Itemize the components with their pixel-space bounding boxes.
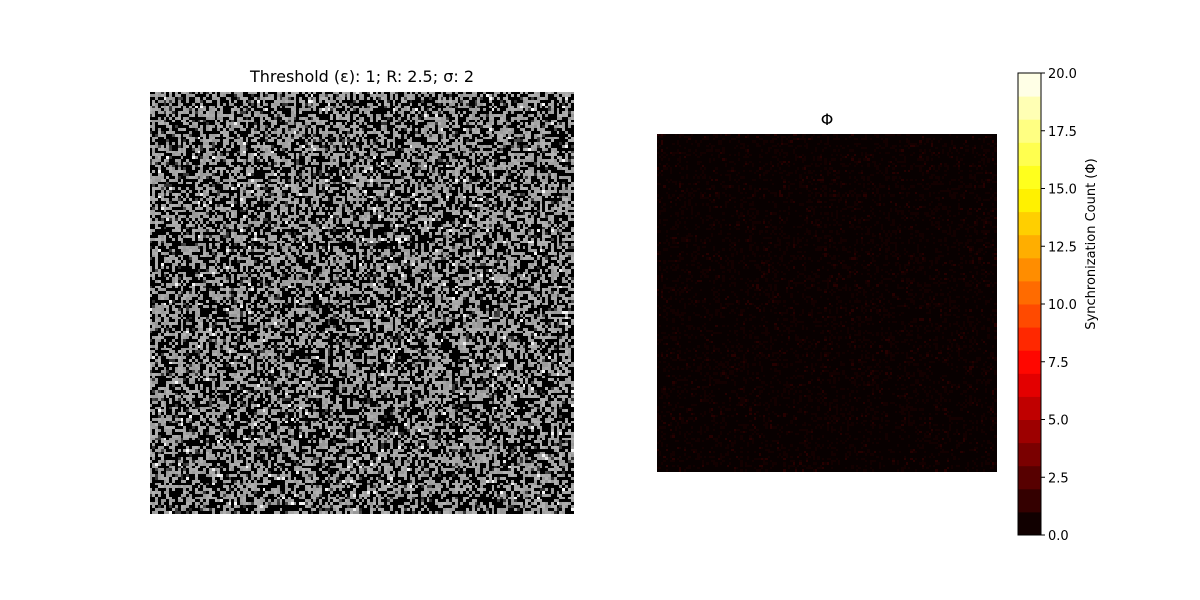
phase-state-heatmap (150, 92, 574, 514)
colorbar-segment (1018, 488, 1041, 513)
colorbar-segment (1018, 119, 1041, 143)
colorbar-tick-label: 7.5 (1048, 356, 1069, 371)
colorbar-tick-label: 10.0 (1048, 298, 1077, 313)
colorbar-segment (1018, 350, 1041, 374)
colorbar: 0.0 2.5 5.0 7.5 10.0 12.5 15.0 17.5 20.0 (1017, 67, 1077, 544)
colorbar-tick-label: 12.5 (1048, 240, 1077, 255)
colorbar-tick-label: 15.0 (1048, 183, 1077, 198)
colorbar-segment (1018, 396, 1041, 420)
colorbar-segment (1018, 165, 1041, 189)
colorbar-segment (1018, 211, 1041, 236)
colorbar-segment (1018, 188, 1041, 213)
colorbar-tick-label: 0.0 (1048, 529, 1069, 544)
colorbar-segment (1018, 511, 1041, 536)
colorbar-label: Synchronization Count (Φ) (1084, 158, 1099, 330)
colorbar-tick-label: 5.0 (1048, 414, 1069, 429)
left-panel-title: Threshold (ε): 1; R: 2.5; σ: 2 (249, 67, 475, 86)
sync-count-heatmap (657, 134, 997, 472)
colorbar-tick-label: 20.0 (1048, 67, 1077, 82)
colorbar-segment (1018, 234, 1041, 259)
colorbar-segment (1018, 73, 1041, 97)
colorbar-tick-label: 17.5 (1048, 125, 1077, 140)
colorbar-tick-label: 2.5 (1048, 471, 1069, 486)
colorbar-segment (1018, 442, 1041, 467)
colorbar-segment (1018, 419, 1041, 444)
right-panel-title: Φ (820, 110, 834, 129)
colorbar-segment (1018, 96, 1041, 120)
colorbar-segment (1018, 465, 1041, 490)
colorbar-segment (1018, 280, 1041, 305)
colorbar-segment (1018, 257, 1041, 282)
colorbar-segment (1018, 304, 1041, 328)
colorbar-segment (1018, 327, 1041, 351)
colorbar-segment (1018, 142, 1041, 166)
colorbar-segment (1018, 373, 1041, 397)
